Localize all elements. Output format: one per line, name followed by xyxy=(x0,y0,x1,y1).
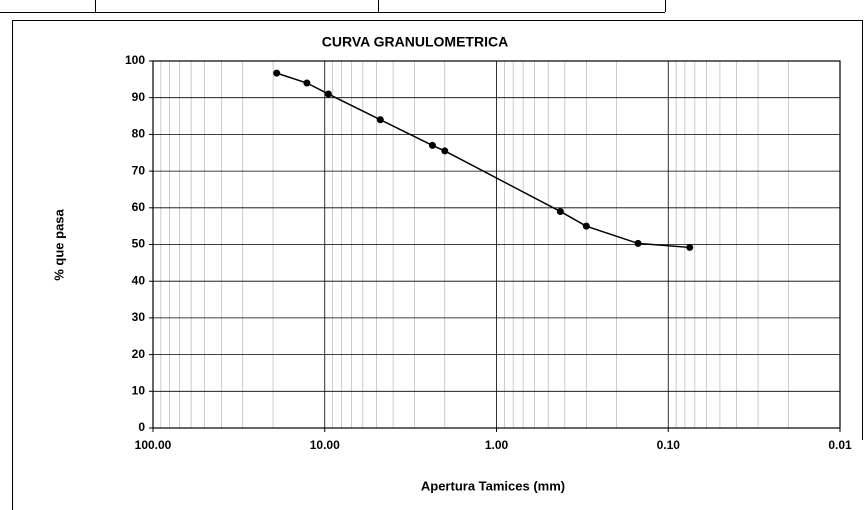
y-tick-label: 70 xyxy=(132,163,146,177)
y-tick-label: 100 xyxy=(125,53,145,67)
x-axis-label: Apertura Tamices (mm) xyxy=(421,478,565,493)
x-tick-label: 100.00 xyxy=(135,438,172,452)
data-point xyxy=(634,239,642,247)
y-tick-label: 20 xyxy=(132,347,146,361)
data-point xyxy=(441,147,449,155)
data-point xyxy=(273,69,281,77)
y-tick-label: 50 xyxy=(132,237,146,251)
y-tick-label: 60 xyxy=(132,200,146,214)
data-point xyxy=(556,207,564,215)
y-tick-label: 40 xyxy=(132,273,146,287)
y-tick-label: 90 xyxy=(132,90,146,104)
y-tick-label: 0 xyxy=(138,420,145,434)
data-point xyxy=(686,243,694,251)
y-tick-label: 80 xyxy=(132,127,146,141)
data-point xyxy=(582,222,590,230)
data-point xyxy=(376,116,384,124)
data-point xyxy=(324,90,332,98)
x-tick-label: 1.00 xyxy=(485,438,509,452)
data-point xyxy=(428,141,436,149)
series-line xyxy=(276,72,690,249)
plot-area xyxy=(152,60,841,429)
y-tick-label: 30 xyxy=(132,310,146,324)
y-axis-label: % que pasa xyxy=(51,208,66,280)
x-tick-label: 0.01 xyxy=(828,438,852,452)
x-tick-label: 10.00 xyxy=(310,438,340,452)
x-tick-label: 0.10 xyxy=(657,438,681,452)
chart-title: CURVA GRANULOMETRICA xyxy=(322,34,508,50)
data-point xyxy=(303,79,311,87)
y-tick-label: 10 xyxy=(132,383,146,397)
